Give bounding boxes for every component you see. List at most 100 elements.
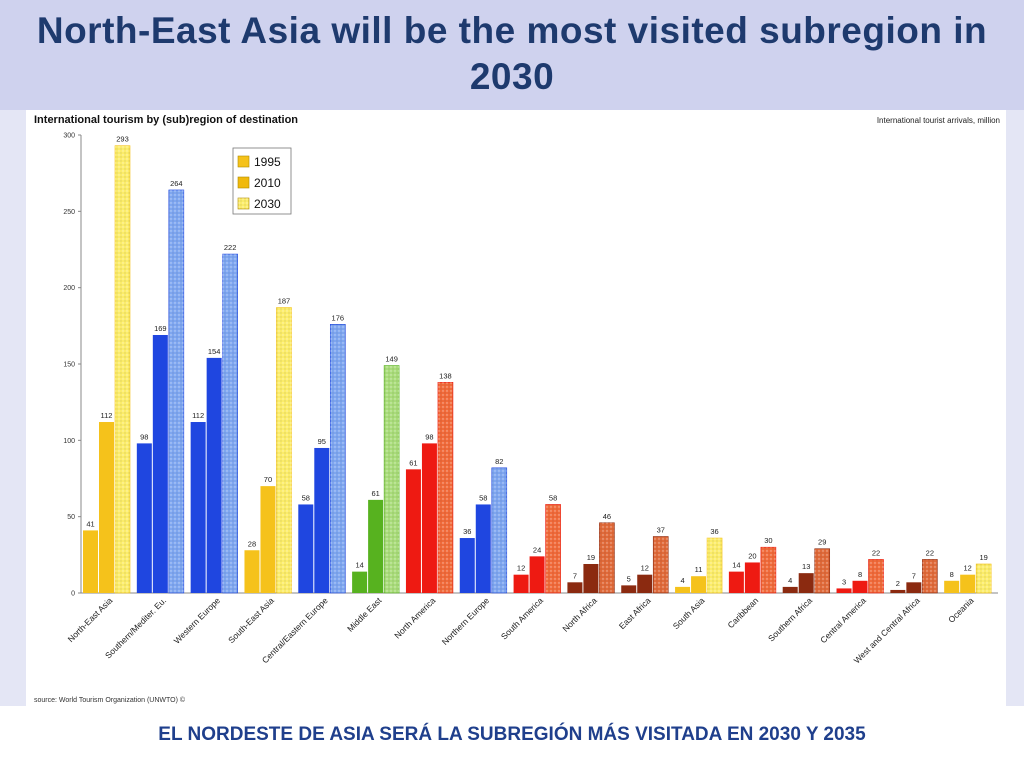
data-label: 12 xyxy=(641,564,649,573)
legend-swatch-texture xyxy=(238,198,249,209)
legend-label: 2010 xyxy=(254,176,281,190)
bar-2010 xyxy=(314,447,330,593)
bar-2010 xyxy=(475,504,491,593)
bar-2030-texture xyxy=(115,145,130,593)
data-label: 19 xyxy=(587,553,595,562)
data-label: 41 xyxy=(86,519,94,528)
bar-1995 xyxy=(459,538,475,593)
bar-2030-texture xyxy=(437,382,453,593)
bar-1995 xyxy=(513,574,529,593)
bar-2030-texture xyxy=(814,548,830,593)
right-margin-band xyxy=(1006,110,1024,706)
bar-2010 xyxy=(583,563,599,593)
data-label: 24 xyxy=(533,545,541,554)
bar-2030-texture xyxy=(976,563,992,593)
data-label: 176 xyxy=(332,313,345,322)
bar-2030-texture xyxy=(276,307,292,593)
slide-header: North-East Asia will be the most visited… xyxy=(0,0,1024,110)
left-margin-band xyxy=(0,110,26,706)
bar-2030-texture xyxy=(868,559,884,593)
bar-1995 xyxy=(836,588,852,593)
data-label: 20 xyxy=(748,551,756,560)
data-label: 8 xyxy=(950,570,954,579)
y-tick-label: 250 xyxy=(63,209,75,216)
bar-2030-texture xyxy=(922,559,938,593)
data-label: 98 xyxy=(425,432,433,441)
bar-1995 xyxy=(136,443,152,593)
bar-2010 xyxy=(260,486,276,593)
data-label: 28 xyxy=(248,539,256,548)
y-tick-label: 100 xyxy=(63,438,75,445)
legend: 1995 2010 2030 xyxy=(232,147,292,215)
data-label: 2 xyxy=(896,579,900,588)
data-label: 138 xyxy=(439,371,452,380)
data-label: 5 xyxy=(627,574,631,583)
chart-area: International tourism by (sub)region of … xyxy=(26,110,1006,706)
bar-2030-texture xyxy=(545,504,561,593)
bar-1995 xyxy=(567,582,583,593)
bar-2030-texture xyxy=(707,538,723,593)
bar-2010 xyxy=(744,562,760,593)
bar-1995 xyxy=(190,422,206,593)
y-tick-label: 300 xyxy=(63,133,75,140)
data-label: 58 xyxy=(479,493,487,502)
bar-2010 xyxy=(852,580,868,593)
bar-2010 xyxy=(637,574,653,593)
bar-1995 xyxy=(244,550,260,593)
bar-2010 xyxy=(368,499,384,593)
data-label: 12 xyxy=(964,564,972,573)
data-label: 264 xyxy=(170,179,183,188)
bar-1995 xyxy=(728,571,744,593)
units-note: International tourist arrivals, million xyxy=(877,116,1000,125)
bar-2010 xyxy=(960,574,976,593)
data-label: 61 xyxy=(409,458,417,467)
bar-1995 xyxy=(83,530,98,593)
bar-2010 xyxy=(206,357,222,593)
bar-2030-texture xyxy=(330,324,346,593)
source-note: source: World Tourism Organization (UNWT… xyxy=(34,696,186,704)
data-label: 112 xyxy=(192,411,204,420)
data-label: 19 xyxy=(980,553,988,562)
data-label: 98 xyxy=(140,432,148,441)
legend-swatch xyxy=(237,155,250,168)
bar-1995 xyxy=(782,586,798,593)
data-label: 7 xyxy=(573,571,577,580)
data-label: 169 xyxy=(154,324,167,333)
data-label: 36 xyxy=(463,527,471,536)
bar-2010 xyxy=(152,334,168,593)
legend-label: 1995 xyxy=(254,155,281,169)
data-label: 149 xyxy=(385,355,398,364)
data-label: 22 xyxy=(872,548,880,557)
data-label: 4 xyxy=(680,576,684,585)
legend-swatch xyxy=(237,176,250,189)
bar-2010 xyxy=(906,582,922,593)
data-label: 22 xyxy=(926,548,934,557)
bar-1995 xyxy=(890,589,906,593)
chart-title: International tourism by (sub)region of … xyxy=(34,114,298,126)
data-label: 13 xyxy=(802,562,810,571)
legend-label: 2030 xyxy=(254,197,281,211)
data-label: 82 xyxy=(495,457,503,466)
data-label: 222 xyxy=(224,243,237,252)
bar-2030-texture xyxy=(168,189,184,593)
data-label: 95 xyxy=(318,437,326,446)
bar-1995 xyxy=(944,580,960,593)
slide-title: North-East Asia will be the most visited… xyxy=(36,10,988,97)
bar-2010 xyxy=(421,443,437,593)
y-tick-label: 50 xyxy=(67,514,75,521)
bar-1995 xyxy=(405,469,421,593)
data-label: 293 xyxy=(116,135,129,144)
bar-2030-texture xyxy=(760,547,776,593)
y-tick-label: 0 xyxy=(71,591,75,598)
bar-1995 xyxy=(675,586,691,593)
data-label: 29 xyxy=(818,538,826,547)
data-label: 46 xyxy=(603,512,611,521)
data-label: 8 xyxy=(858,570,862,579)
data-label: 112 xyxy=(101,411,113,420)
data-label: 14 xyxy=(732,561,740,570)
bar-2010 xyxy=(99,422,114,593)
bar-1995 xyxy=(621,585,637,593)
data-label: 58 xyxy=(549,493,557,502)
y-tick-label: 150 xyxy=(63,362,75,369)
bar-2030-texture xyxy=(653,536,669,593)
